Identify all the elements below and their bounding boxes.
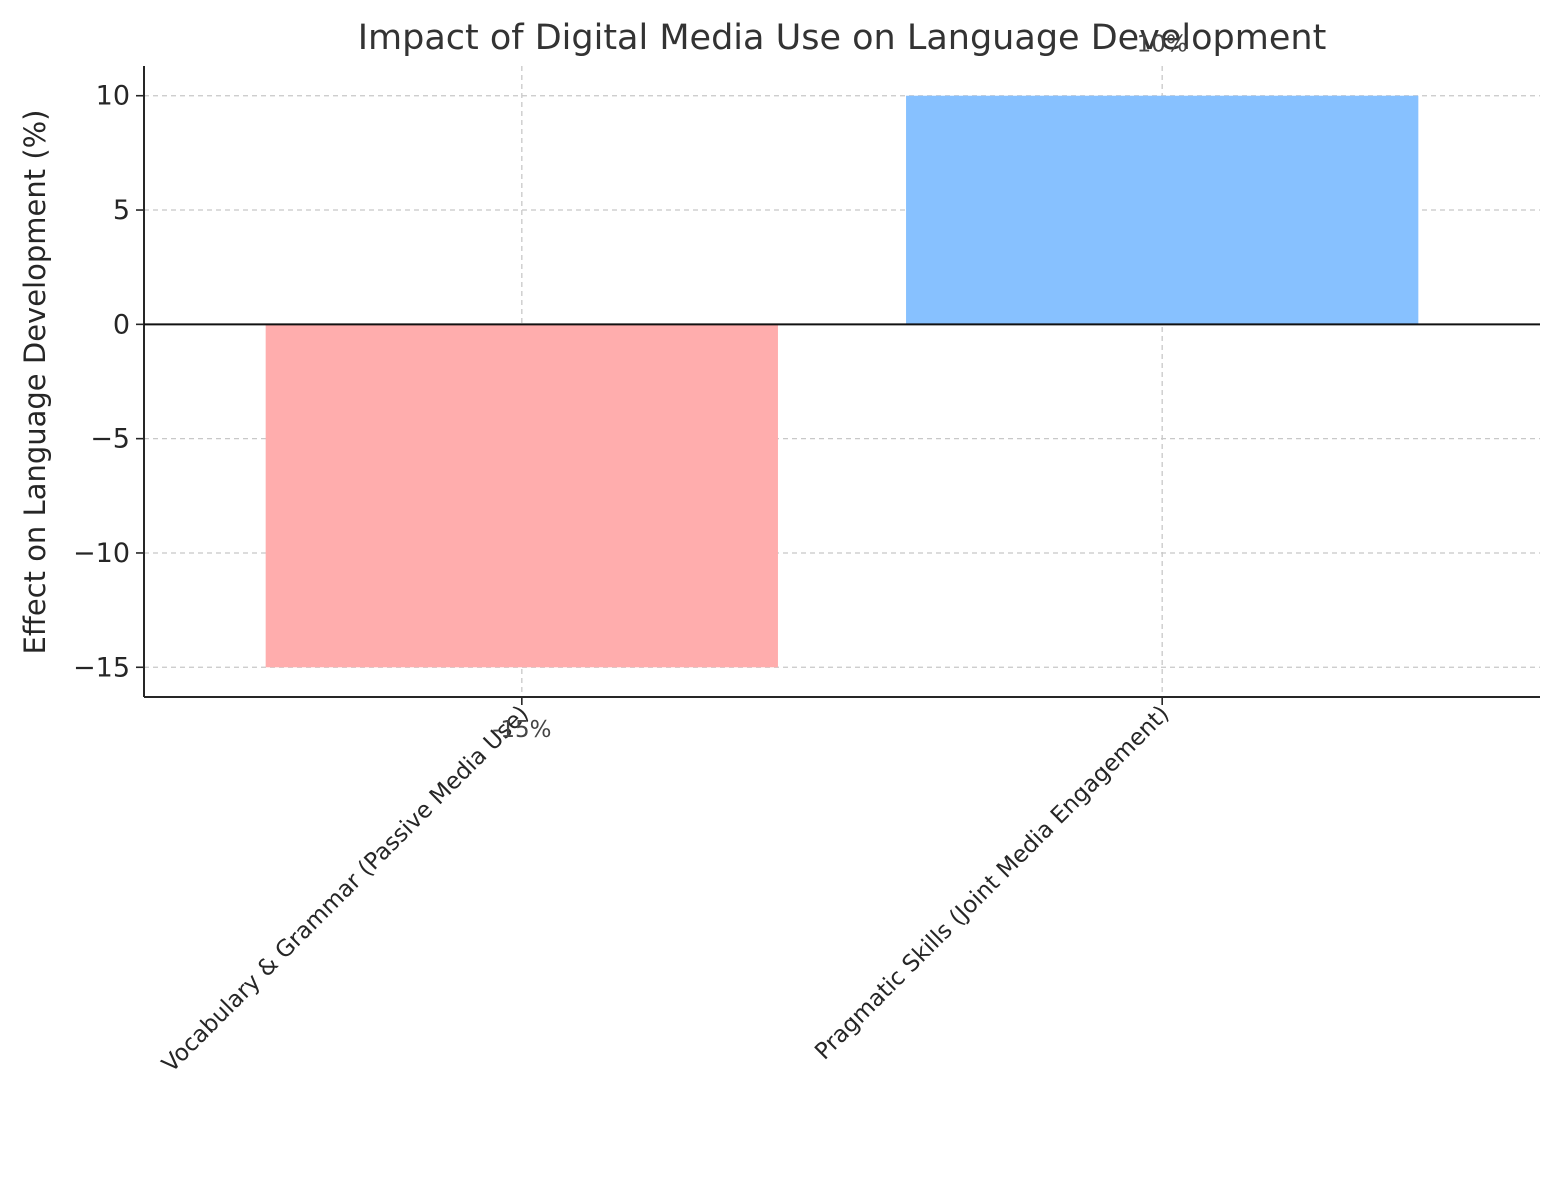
y-axis-title: Effect on Language Development (%): [18, 110, 52, 655]
y-tick-label: 10: [96, 81, 130, 112]
category-label: Pragmatic Skills (Joint Media Engagement…: [810, 701, 1174, 1065]
y-tick-label: −15: [73, 652, 130, 683]
category-label: Vocabulary & Grammar (Passive Media Use): [157, 701, 534, 1078]
bars-layer: [265, 95, 1419, 668]
axes-layer: [136, 66, 1540, 705]
bar: [265, 324, 778, 668]
y-tick-label: 0: [113, 309, 130, 340]
chart-title: Impact of Digital Media Use on Language …: [358, 18, 1327, 58]
y-tick-label: 5: [113, 195, 130, 226]
y-tick-label: −5: [90, 424, 130, 455]
data-label: -15%: [492, 717, 551, 743]
data-label: 10%: [1137, 32, 1188, 58]
bar: [906, 95, 1419, 325]
y-tick-label: −10: [73, 538, 130, 569]
